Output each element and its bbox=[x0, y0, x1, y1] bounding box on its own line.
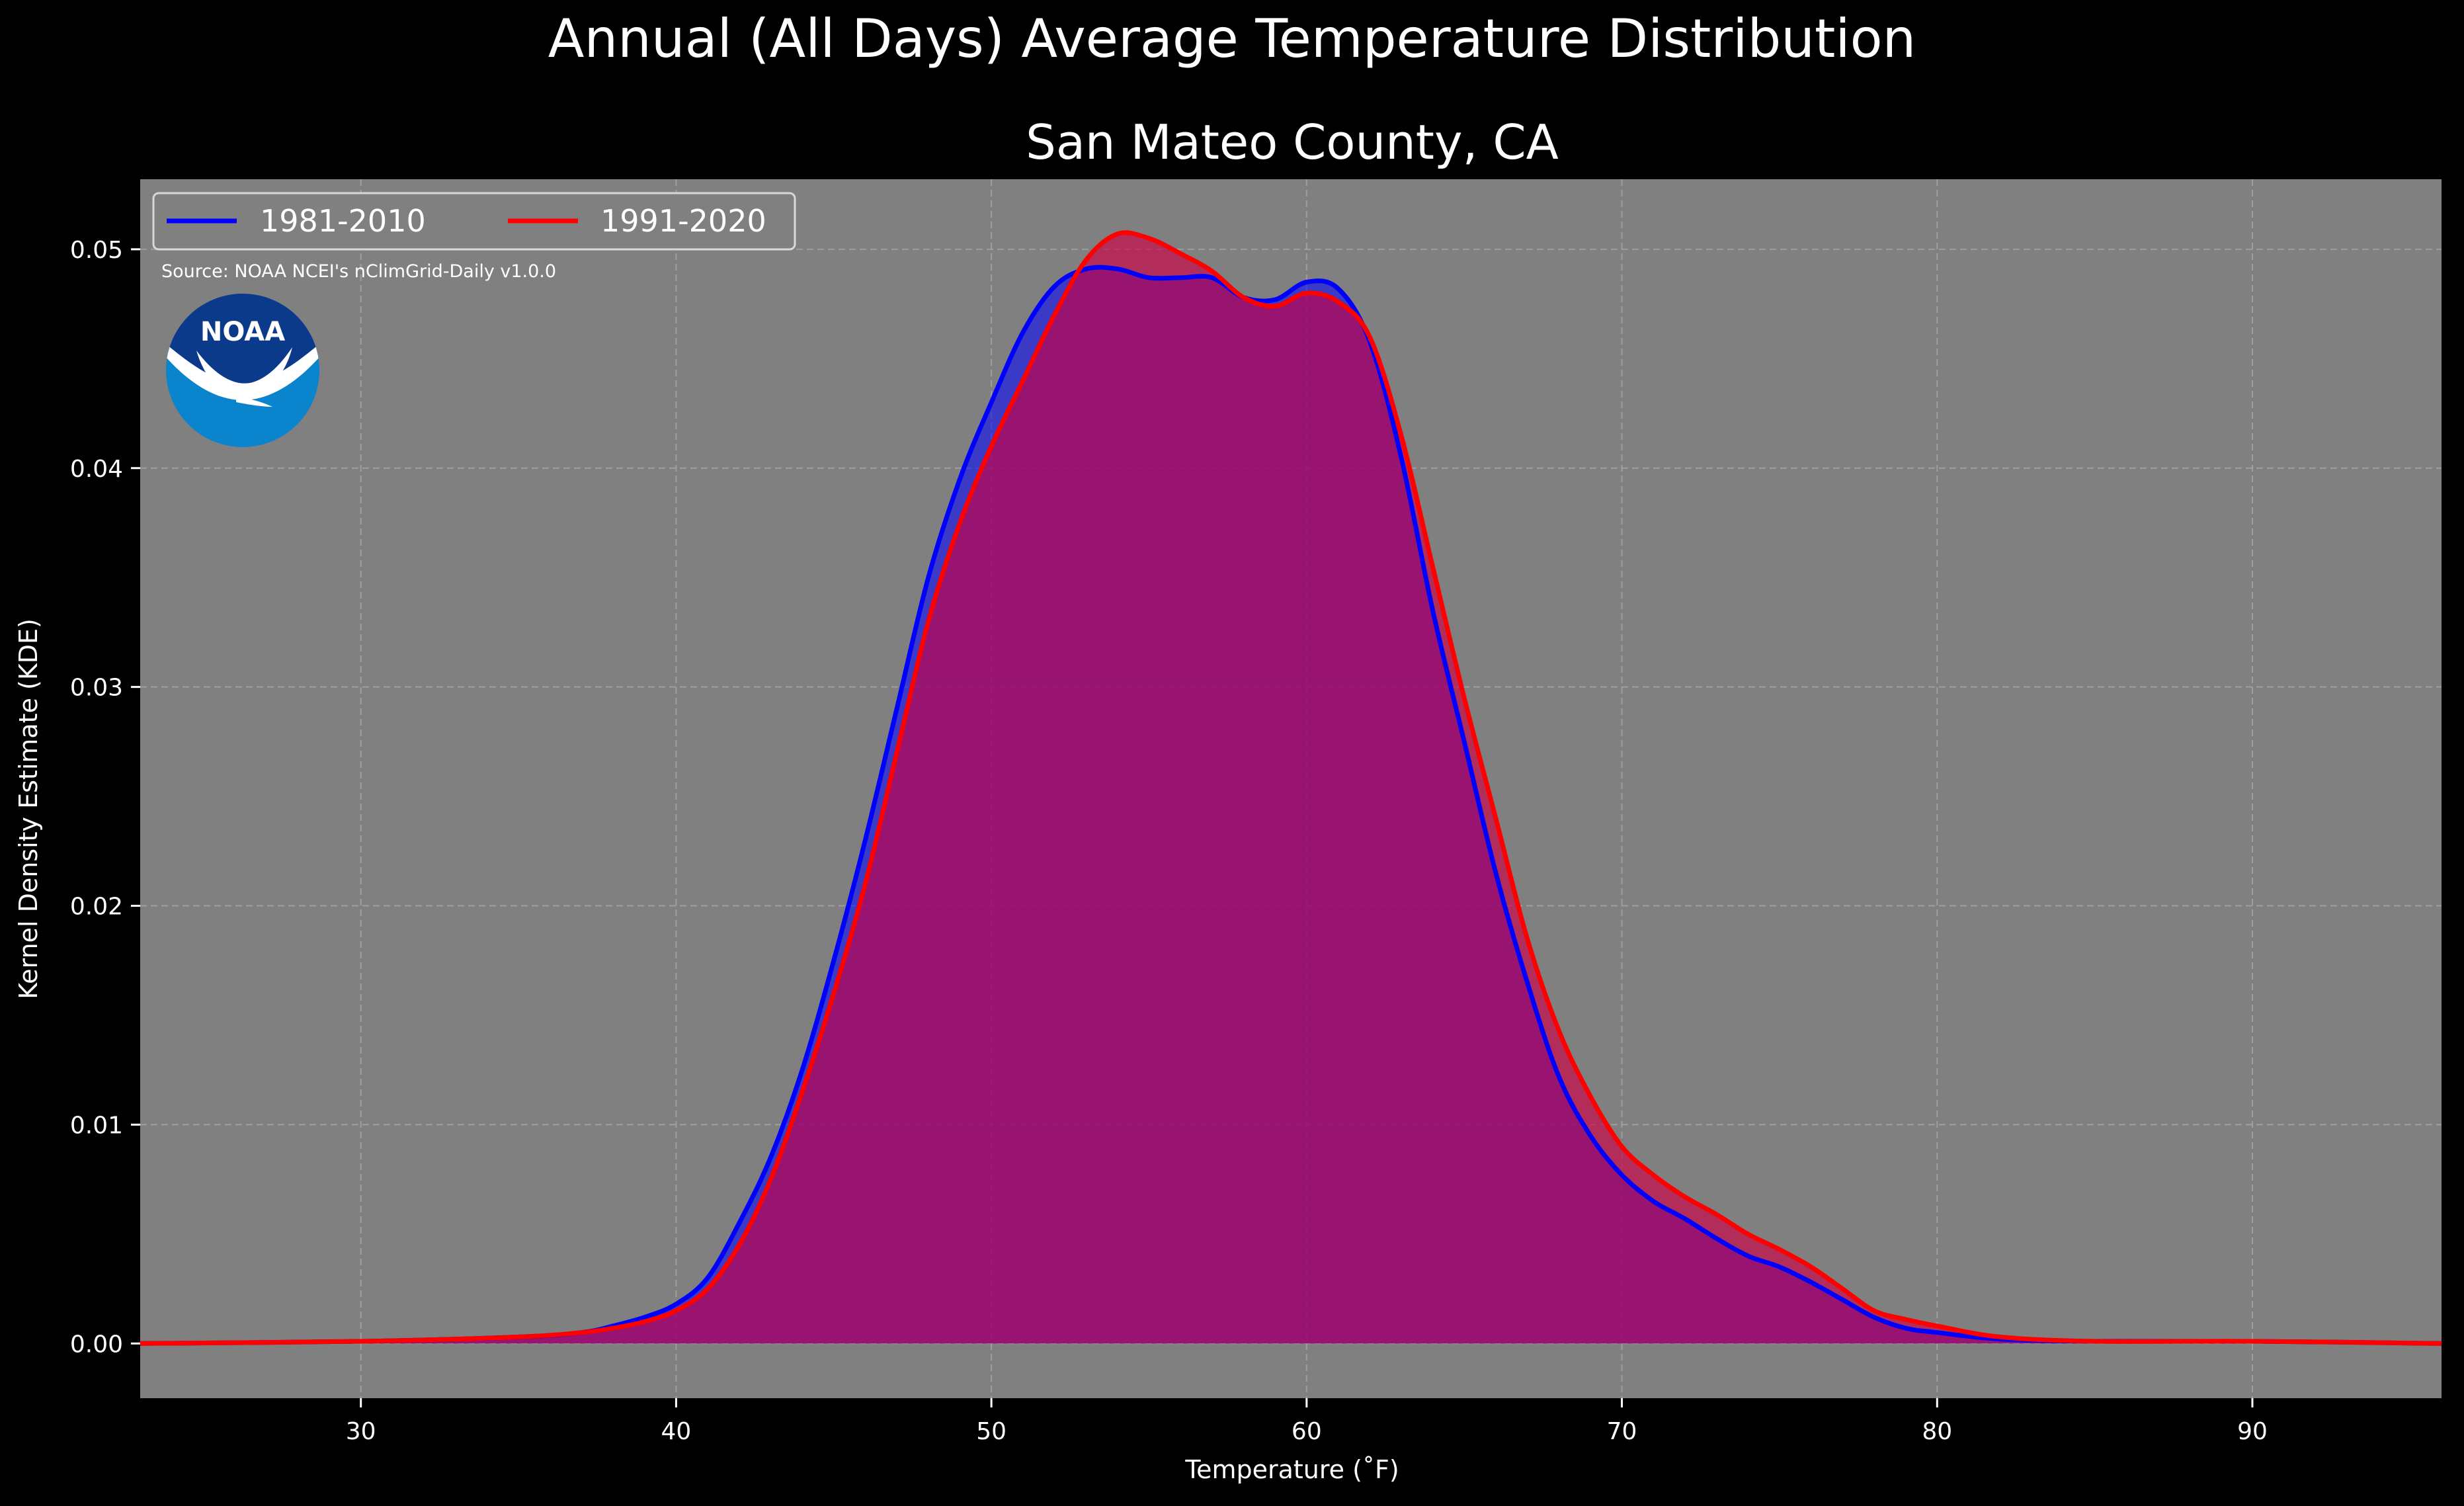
noaa-logo-text: NOAA bbox=[200, 317, 285, 347]
legend-label-1991-2020: 1991-2020 bbox=[600, 203, 766, 239]
x-tick-label: 60 bbox=[1292, 1418, 1322, 1445]
y-tick-label: 0.01 bbox=[70, 1112, 123, 1139]
y-axis-ticks: 0.00 0.01 0.02 0.03 0.04 0.05 bbox=[70, 237, 140, 1358]
legend-box bbox=[152, 192, 796, 251]
y-tick-label: 0.00 bbox=[70, 1331, 123, 1358]
series-fill-1991-2020 bbox=[140, 232, 2442, 1344]
legend: 1981-2010 1991-2020 bbox=[152, 192, 796, 251]
series-fills bbox=[140, 232, 2442, 1344]
x-tick-label: 80 bbox=[1922, 1418, 1952, 1445]
x-tick-label: 90 bbox=[2237, 1418, 2268, 1445]
figure-title: Annual (All Days) Average Temperature Di… bbox=[548, 8, 1916, 69]
x-tick-label: 50 bbox=[976, 1418, 1006, 1445]
x-tick-label: 30 bbox=[346, 1418, 376, 1445]
x-axis-ticks: 30 40 50 60 70 80 90 bbox=[346, 1398, 2268, 1445]
x-tick-label: 70 bbox=[1607, 1418, 1637, 1445]
legend-label-1981-2010: 1981-2010 bbox=[260, 203, 426, 239]
x-axis-label: Temperature (˚F) bbox=[1184, 1455, 1399, 1484]
y-tick-label: 0.03 bbox=[70, 675, 123, 702]
series-line-1981-2010 bbox=[140, 265, 2442, 1346]
y-tick-label: 0.04 bbox=[70, 456, 123, 483]
x-tick-label: 40 bbox=[661, 1418, 692, 1445]
noaa-logo: NOAA bbox=[166, 294, 319, 447]
series-line-1991-2020 bbox=[140, 230, 2442, 1346]
source-note: Source: NOAA NCEI's nClimGrid-Daily v1.0… bbox=[161, 261, 556, 282]
y-axis-label: Kernel Density Estimate (KDE) bbox=[14, 618, 43, 999]
series-lines bbox=[140, 230, 2442, 1346]
y-tick-label: 0.02 bbox=[70, 894, 123, 921]
chart-title: San Mateo County, CA bbox=[1026, 114, 1559, 170]
y-tick-label: 0.05 bbox=[70, 237, 123, 264]
